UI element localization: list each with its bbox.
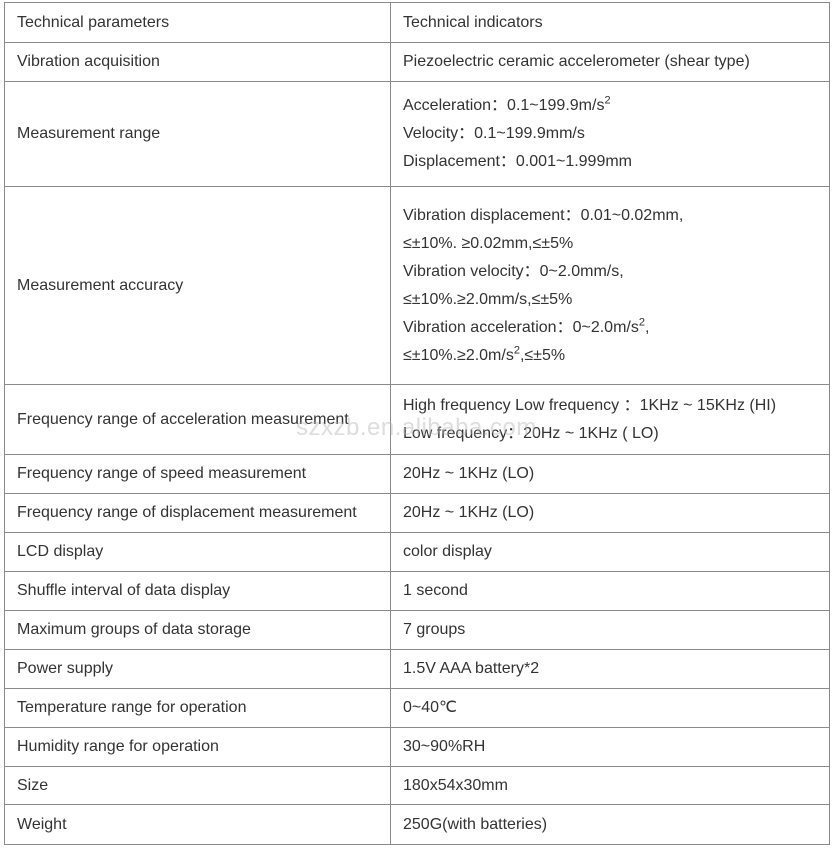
table-row: Power supply 1.5V AAA battery*2 (4, 649, 830, 689)
indicator-line: Velocity：0.1~199.9mm/s (403, 120, 817, 148)
indicator-cell: High frequency Low frequency ：1KHz ~ 15K… (390, 384, 830, 455)
table-row: Maximum groups of data storage 7 groups (4, 610, 830, 650)
parameter-cell: Shuffle interval of data display (4, 571, 391, 611)
parameter-cell: Frequency range of acceleration measurem… (4, 384, 391, 455)
superscript: 2 (638, 316, 645, 329)
indicator-line: Vibration velocity：0~2.0mm/s, (403, 258, 817, 286)
indicator-text: Vibration acceleration：0~2.0m/s (403, 318, 639, 336)
parameter-cell: Measurement accuracy (4, 186, 391, 385)
indicator-text: Vibration velocity：0~2.0mm/s, (403, 262, 624, 280)
indicator-line: 20Hz ~ 1KHz (LO) (403, 465, 534, 482)
table-row: Frequency range of speed measurement 20Hz… (4, 454, 830, 494)
indicator-cell: 0~40℃ (390, 688, 830, 728)
header-indicators: Technical indicators (390, 2, 830, 43)
indicator-text: Displacement：0.001~1.999mm (403, 153, 633, 170)
indicator-text: 20Hz ~ 1KHz (LO) (403, 504, 535, 521)
indicator-line: Vibration displacement：0.01~0.02mm, (403, 202, 817, 230)
indicator-cell: 1.5V AAA battery*2 (390, 649, 830, 689)
indicator-line: Low frequency：20Hz ~ 1KHz ( LO) (403, 420, 817, 448)
indicator-text: 250G(with batteries) (403, 815, 548, 833)
parameter-cell: LCD display (4, 532, 391, 572)
indicator-text: 180x54x30mm (403, 776, 508, 794)
indicator-text: 7 groups (403, 621, 466, 638)
spec-table: Technical parameters Technical indicator… (4, 2, 830, 845)
indicator-cell: Piezoelectric ceramic accelerometer (she… (390, 42, 830, 82)
indicator-line: ≤±10%. ≥0.02mm,≤±5% (403, 230, 817, 258)
table-row: Humidity range for operation 30~90%RH (4, 727, 830, 767)
indicator-line: ≤±10%.≥2.0mm/s,≤±5% (403, 286, 817, 314)
parameter-cell: Humidity range for operation (4, 727, 391, 767)
table-row: Frequency range of acceleration measurem… (4, 384, 830, 455)
indicator-cell: color display (390, 532, 830, 572)
table-row: Temperature range for operation 0~40℃ (4, 688, 830, 728)
indicator-cell: Vibration displacement：0.01~0.02mm, ≤±10%… (390, 186, 830, 385)
indicator-text: Vibration displacement：0.01~0.02mm, (403, 206, 684, 224)
parameter-cell: Frequency range of displacement measurem… (4, 493, 391, 533)
table-row: Shuffle interval of data display 1 second (4, 571, 830, 611)
indicator-text: 1.5V AAA battery*2 (403, 660, 540, 677)
indicator-text: Low frequency：20Hz ~ 1KHz ( LO) (403, 424, 659, 442)
parameter-cell: Size (4, 766, 391, 805)
indicator-line: 7 groups (403, 621, 465, 638)
parameter-cell: Frequency range of speed measurement (4, 454, 391, 494)
indicator-line: 1.5V AAA battery*2 (403, 660, 539, 677)
header-parameters: Technical parameters (4, 2, 391, 43)
indicator-line: 0~40℃ (403, 699, 457, 716)
indicator-line: High frequency Low frequency ：1KHz ~ 15K… (403, 392, 817, 420)
table-row: Size 180x54x30mm (4, 766, 830, 805)
indicator-text: 0~40℃ (403, 699, 458, 716)
table-row: Frequency range of displacement measurem… (4, 493, 830, 533)
indicator-line: 180x54x30mm (403, 777, 508, 794)
indicator-text: ≤±10%.≥2.0mm/s,≤±5% (403, 290, 573, 308)
indicator-line: Vibration acceleration：0~2.0m/s2, (403, 314, 817, 342)
indicator-line: Piezoelectric ceramic accelerometer (she… (403, 53, 750, 70)
indicator-line: 250G(with batteries) (403, 816, 547, 833)
indicator-cell: 7 groups (390, 610, 830, 650)
indicator-cell: 180x54x30mm (390, 766, 830, 805)
table-row: LCD display color display (4, 532, 830, 572)
header-row: Technical parameters Technical indicator… (4, 2, 830, 43)
indicator-text: 1 second (403, 582, 468, 599)
indicator-text: Velocity：0.1~199.9mm/s (403, 125, 585, 142)
indicator-text: 30~90%RH (403, 738, 486, 755)
indicator-cell: 30~90%RH (390, 727, 830, 767)
indicator-text: Acceleration：0.1~199.9m/s (403, 97, 605, 114)
superscript: 2 (604, 94, 611, 107)
parameter-cell: Measurement range (4, 81, 391, 187)
indicator-line: Displacement：0.001~1.999mm (403, 148, 817, 176)
indicator-cell: 1 second (390, 571, 830, 611)
table-row: Measurement range Acceleration：0.1~199.9m… (4, 81, 830, 187)
indicator-line: Acceleration：0.1~199.9m/s2 (403, 92, 817, 120)
indicator-line: color display (403, 543, 492, 560)
indicator-cell: 250G(with batteries) (390, 804, 830, 845)
table-row: Measurement accuracy Vibration displaceme… (4, 186, 830, 385)
indicator-cell: Acceleration：0.1~199.9m/s2 Velocity：0.1~1… (390, 81, 830, 187)
parameter-cell: Power supply (4, 649, 391, 689)
indicator-line: 20Hz ~ 1KHz (LO) (403, 504, 534, 521)
parameter-cell: Maximum groups of data storage (4, 610, 391, 650)
superscript: 2 (513, 344, 520, 357)
indicator-line: ≤±10%.≥2.0m/s2,≤±5% (403, 342, 817, 370)
indicator-text-suffix: , (644, 318, 650, 336)
parameter-cell: Weight (4, 804, 391, 845)
indicator-cell: 20Hz ~ 1KHz (LO) (390, 454, 830, 494)
table-row: Vibration acquisition Piezoelectric ceram… (4, 42, 830, 82)
indicator-text: 20Hz ~ 1KHz (LO) (403, 465, 535, 482)
indicator-cell: 20Hz ~ 1KHz (LO) (390, 493, 830, 533)
parameter-cell: Temperature range for operation (4, 688, 391, 728)
indicator-text: Piezoelectric ceramic accelerometer (she… (403, 53, 750, 70)
indicator-text: ≤±10%.≥2.0m/s (403, 346, 514, 364)
indicator-text: High frequency Low frequency ：1KHz ~ 15K… (403, 396, 777, 414)
parameter-cell: Vibration acquisition (4, 42, 391, 82)
indicator-text-suffix: ,≤±5% (519, 346, 566, 364)
indicator-line: 30~90%RH (403, 738, 485, 755)
indicator-text: ≤±10%. ≥0.02mm,≤±5% (403, 234, 574, 252)
indicator-text: color display (403, 543, 492, 560)
table-row: Weight 250G(with batteries) (4, 804, 830, 845)
indicator-line: 1 second (403, 582, 468, 599)
